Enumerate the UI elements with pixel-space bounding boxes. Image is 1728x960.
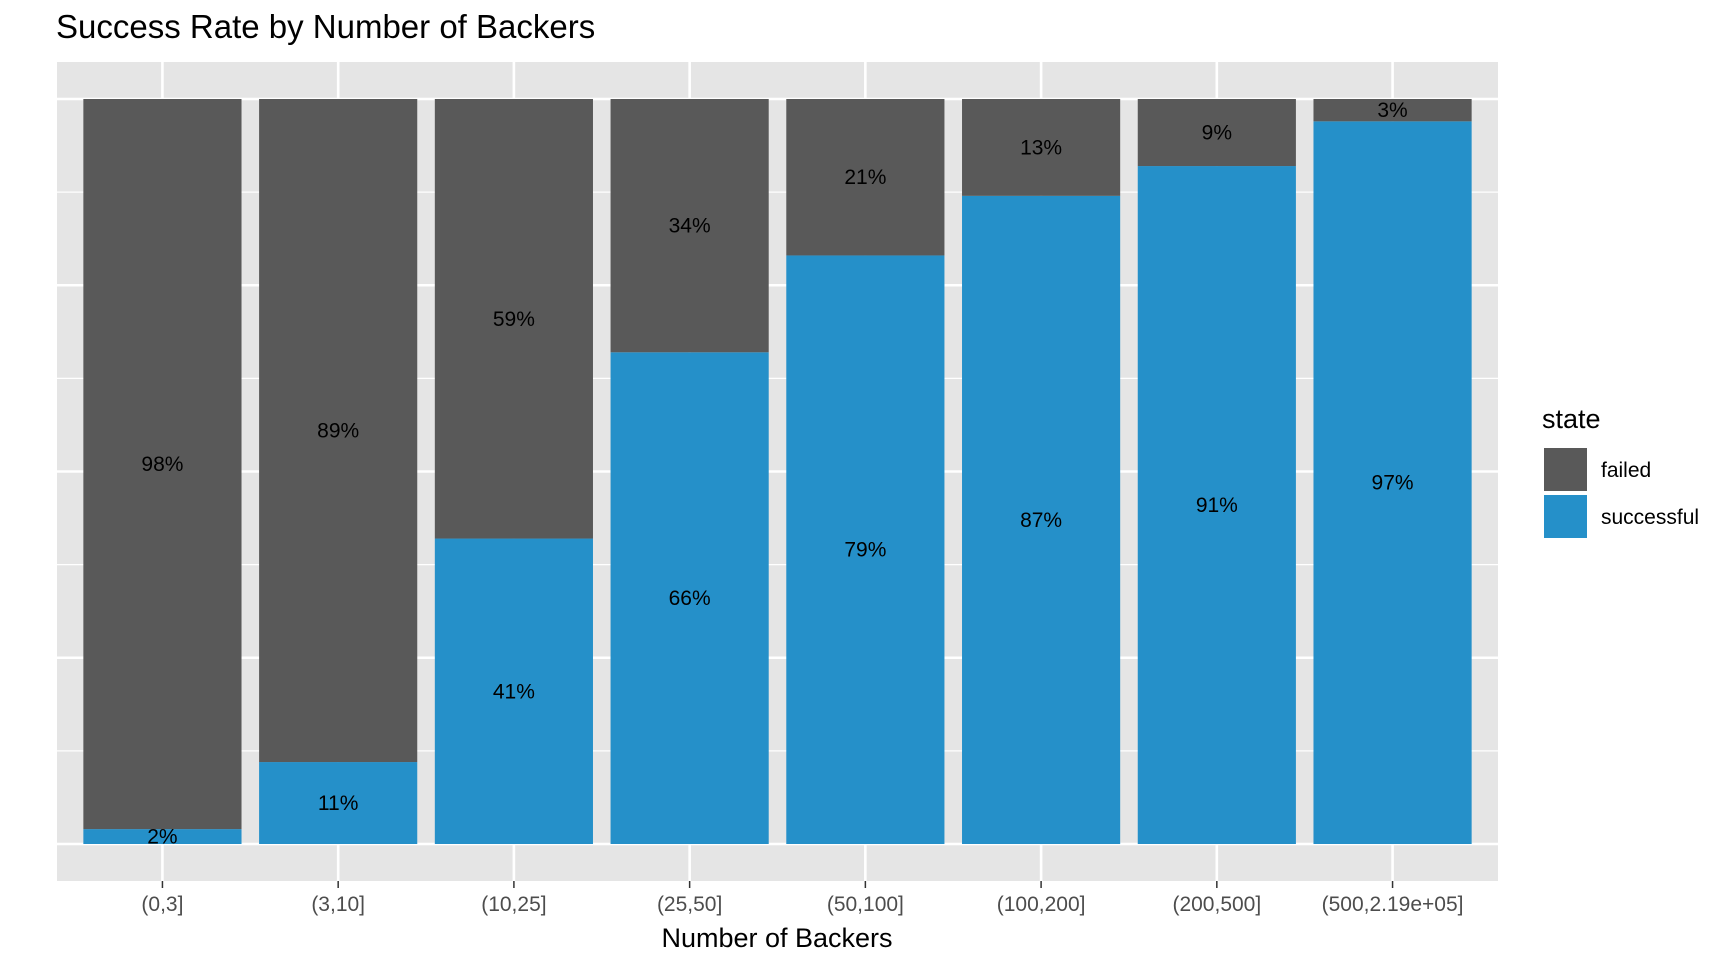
legend-key-successful — [1544, 495, 1587, 538]
x-axis-ticks: (0,3] (3,10] (10,25] (25,50] (50,100] (100,20… — [141, 881, 1463, 916]
bar-failed — [434, 99, 593, 539]
legend-title: state — [1542, 404, 1601, 434]
data-label-successful: 41% — [493, 680, 535, 703]
data-label-failed: 13% — [1020, 136, 1062, 159]
bar-failed — [610, 99, 769, 353]
chart-title: Success Rate by Number of Backers — [56, 8, 596, 45]
bar-successful — [1137, 166, 1296, 845]
legend-key-failed — [1544, 448, 1587, 491]
x-tick-label: (0,3] — [141, 893, 183, 916]
bar-successful — [962, 195, 1121, 845]
data-label-failed: 89% — [317, 420, 359, 443]
bar-successful — [786, 255, 945, 844]
bar-failed — [1137, 99, 1296, 167]
bar-failed — [786, 99, 945, 256]
data-label-successful: 2% — [147, 826, 177, 849]
bar-successful — [610, 352, 769, 844]
bar-successful — [434, 538, 593, 844]
data-label-successful: 87% — [1020, 509, 1062, 532]
bar-failed — [83, 99, 242, 830]
legend-label-successful: successful — [1601, 506, 1699, 529]
data-labels: 2% 98% 11% 89% 41% 59% 66% 34% 79% 21% 87% 13% 91% 9%… — [141, 99, 1413, 848]
x-tick-label: (3,10] — [311, 893, 365, 916]
data-label-failed: 59% — [493, 308, 535, 331]
data-label-successful: 11% — [318, 792, 358, 815]
data-label-successful: 66% — [669, 587, 711, 610]
bar-failed — [259, 99, 418, 763]
bar-failed — [1313, 99, 1472, 122]
data-label-failed: 9% — [1202, 122, 1232, 145]
bar-successful — [259, 762, 418, 844]
data-label-failed: 3% — [1377, 99, 1407, 122]
bar-successful — [83, 829, 242, 844]
legend-label-failed: failed — [1601, 459, 1651, 482]
bar-marks — [83, 99, 1472, 845]
data-label-successful: 91% — [1196, 494, 1238, 517]
data-label-failed: 34% — [669, 215, 711, 238]
x-tick-label: (500,2.19e+05] — [1322, 893, 1464, 916]
x-axis-title: Number of Backers — [661, 923, 892, 953]
bar-successful — [1313, 121, 1472, 845]
data-label-failed: 98% — [141, 453, 183, 476]
data-label-successful: 79% — [844, 539, 886, 562]
data-label-failed: 21% — [844, 166, 886, 189]
x-tick-label: (200,500] — [1172, 893, 1261, 916]
x-tick-label: (25,50] — [657, 893, 722, 916]
x-tick-label: (50,100] — [827, 893, 904, 916]
data-label-successful: 97% — [1372, 472, 1414, 495]
x-tick-label: (10,25] — [481, 893, 546, 916]
bar-failed — [962, 99, 1121, 196]
x-tick-label: (100,200] — [997, 893, 1086, 916]
legend: state failed successful — [1542, 404, 1699, 538]
